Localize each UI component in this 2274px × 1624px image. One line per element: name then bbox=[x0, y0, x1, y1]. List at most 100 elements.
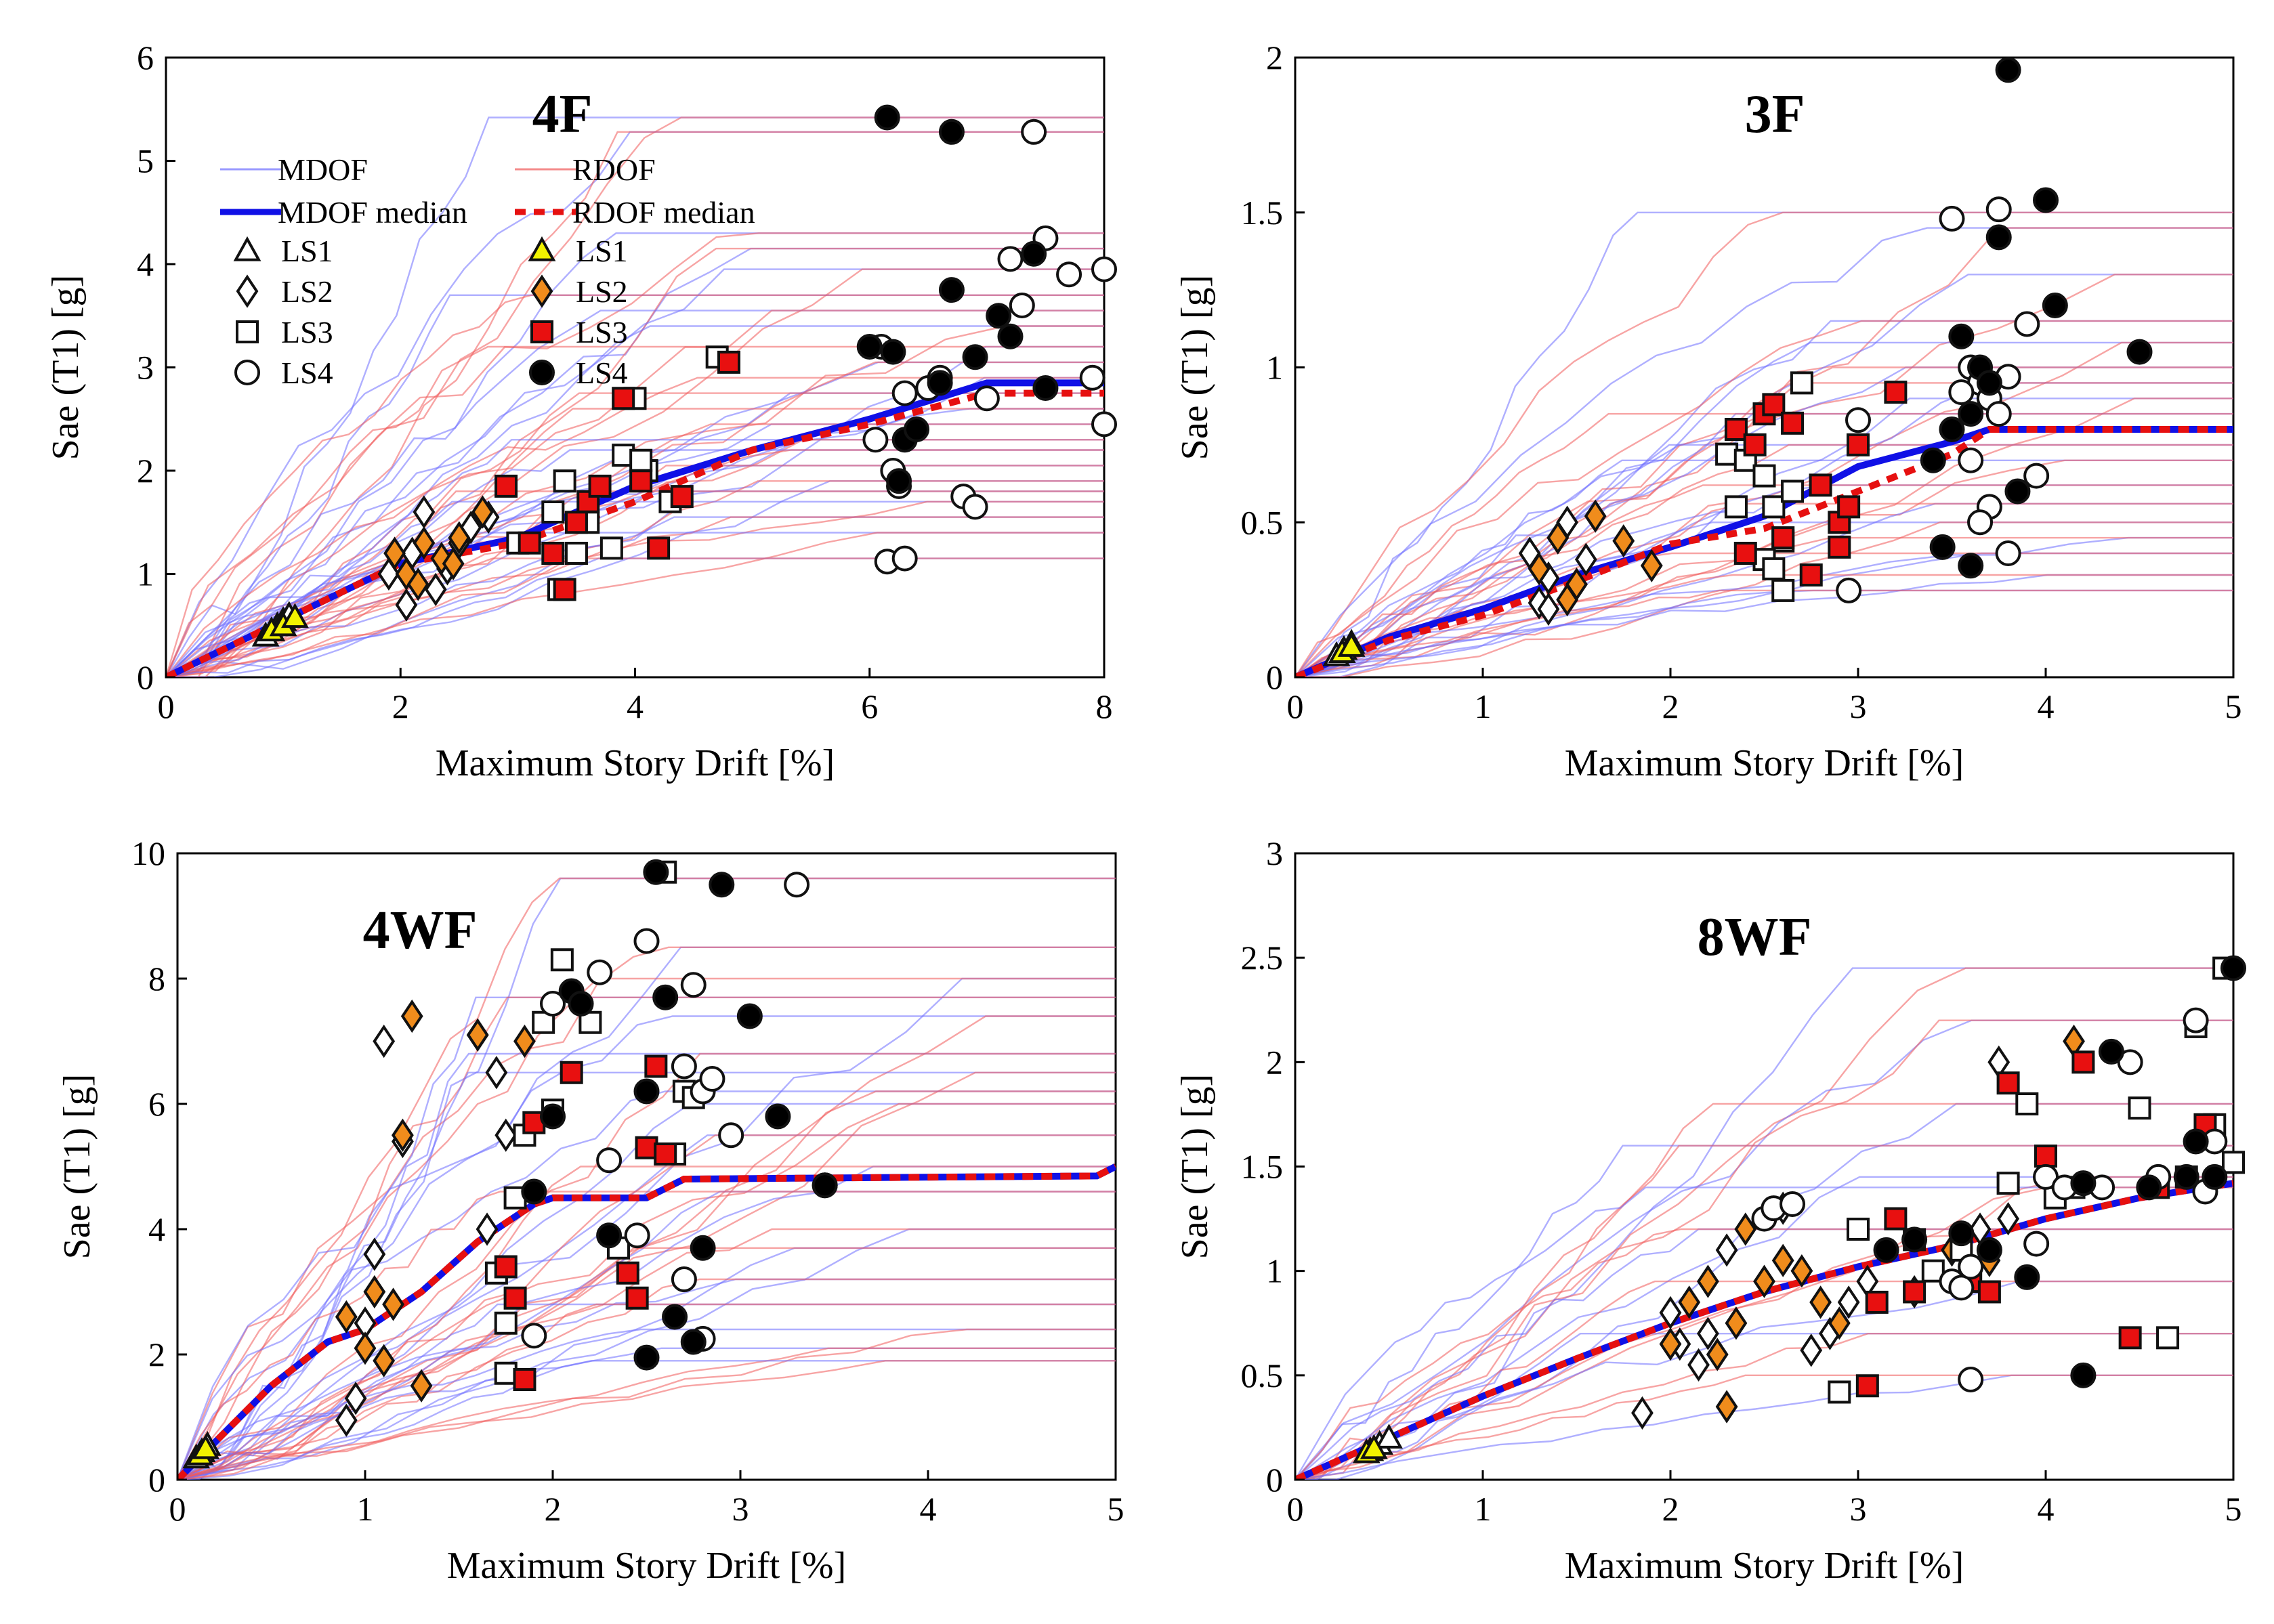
record-curve-mdof bbox=[1295, 1019, 2233, 1480]
legend-marker-rdof-ls1 bbox=[528, 236, 556, 261]
marker-rdof-ls2 bbox=[410, 1369, 433, 1403]
marker-rdof-ls4 bbox=[1948, 323, 1975, 349]
marker-rdof-ls3 bbox=[670, 485, 694, 509]
marker-rdof-ls3 bbox=[625, 1286, 649, 1310]
marker-rdof-ls1 bbox=[1360, 1434, 1388, 1459]
marker-mdof-ls3 bbox=[541, 500, 565, 523]
record-curve-mdof bbox=[166, 116, 1104, 677]
marker-rdof-ls2 bbox=[1678, 1285, 1701, 1319]
marker-rdof-ls3 bbox=[629, 469, 653, 493]
marker-mdof-ls4 bbox=[540, 991, 566, 1017]
marker-mdof-ls3 bbox=[1762, 495, 1786, 519]
marker-rdof-ls4 bbox=[812, 1172, 838, 1199]
record-curve-rdof bbox=[177, 1328, 1116, 1480]
record-curve-rdof bbox=[166, 516, 1104, 677]
marker-rdof-ls3 bbox=[503, 1286, 527, 1310]
legend-mdof-label: MDOF bbox=[278, 152, 368, 187]
marker-rdof-ls3 bbox=[644, 1054, 668, 1078]
record-curve-mdof bbox=[166, 480, 1104, 677]
marker-mdof-ls4 bbox=[1079, 364, 1106, 391]
marker-rdof-ls2 bbox=[373, 1344, 396, 1377]
x-tick-label: 5 bbox=[2225, 1490, 2242, 1528]
y-tick-label: 4 bbox=[148, 1210, 165, 1248]
legend: MDOF RDOF MDOF median RDOF median LS1 LS1 LS2 L… bbox=[220, 152, 755, 390]
marker-rdof-ls4 bbox=[690, 1235, 716, 1261]
marker-rdof-ls3 bbox=[1771, 526, 1795, 550]
marker-rdof-ls2 bbox=[1715, 1390, 1738, 1424]
x-tick-label: 1 bbox=[357, 1490, 374, 1528]
marker-rdof-ls3 bbox=[2118, 1326, 2142, 1350]
y-tick-label: 1 bbox=[1266, 1252, 1283, 1290]
marker-mdof-ls2 bbox=[1631, 1396, 1654, 1430]
rdof-median-line bbox=[1295, 1180, 2233, 1480]
marker-rdof-ls3 bbox=[1884, 381, 1908, 404]
marker-rdof-ls3 bbox=[553, 578, 576, 601]
panel-title: 4F bbox=[532, 85, 593, 144]
legend-mdof-ls3-label: LS3 bbox=[281, 315, 333, 349]
marker-rdof-ls4 bbox=[2136, 1174, 2162, 1201]
record-curve-rdof bbox=[1295, 320, 2233, 677]
marker-mdof-ls2 bbox=[1687, 1348, 1710, 1382]
record-curve-mdof bbox=[1295, 366, 2233, 677]
marker-rdof-ls4 bbox=[1032, 375, 1059, 401]
marker-mdof-ls3 bbox=[1752, 464, 1776, 488]
marker-mdof-ls2 bbox=[363, 1237, 386, 1271]
marker-rdof-ls4 bbox=[880, 339, 906, 365]
marker-rdof-ls2 bbox=[1696, 1264, 1719, 1298]
marker-rdof-ls3 bbox=[1724, 418, 1748, 441]
record-curve-mdof bbox=[177, 1278, 1116, 1480]
marker-mdof-ls3 bbox=[2015, 1092, 2039, 1115]
marker-rdof-ls4 bbox=[1958, 401, 1984, 427]
marker-rdof-ls4 bbox=[938, 277, 965, 303]
marker-rdof-ls4 bbox=[765, 1103, 791, 1130]
marker-rdof-ls2 bbox=[1612, 524, 1635, 558]
marker-mdof-ls4 bbox=[1845, 407, 1871, 433]
marker-mdof-ls3 bbox=[1762, 557, 1786, 580]
record-curve-mdof bbox=[1295, 1187, 2233, 1480]
x-tick-label: 4 bbox=[627, 687, 644, 725]
record-curve-mdof bbox=[1295, 1145, 2233, 1480]
marker-rdof-ls4 bbox=[709, 872, 735, 898]
record-curve-mdof bbox=[177, 1303, 1116, 1480]
x-tick-label: 4 bbox=[920, 1490, 937, 1528]
marker-mdof-ls4 bbox=[1021, 119, 1047, 145]
marker-rdof-ls3 bbox=[717, 350, 740, 374]
legend-rdof-ls3-label: LS3 bbox=[576, 315, 628, 349]
panel-8wf: 0 1 2 3 4 5 0 0.5 1 1.5 2 2.5 3 Maximum Story Drift [… bbox=[1174, 834, 2246, 1587]
marker-mdof-ls2 bbox=[395, 588, 418, 622]
marker-rdof-ls1 bbox=[192, 1434, 219, 1459]
marker-mdof-ls2 bbox=[1696, 1317, 1719, 1350]
panel-title: 8WF bbox=[1698, 907, 1812, 967]
marker-rdof-ls4 bbox=[2014, 1264, 2040, 1290]
marker-rdof-ls4 bbox=[662, 1304, 688, 1330]
marker-rdof-ls4 bbox=[1985, 224, 2012, 251]
marker-mdof-ls4 bbox=[1967, 509, 1994, 536]
marker-rdof-ls4 bbox=[2042, 293, 2068, 318]
y-axis-label: Sae (T1) [g] bbox=[1174, 1074, 1216, 1260]
legend-marker-rdof-ls3 bbox=[530, 320, 553, 343]
legend-mdof-ls4-label: LS4 bbox=[281, 356, 333, 390]
marker-mdof-ls3 bbox=[599, 536, 623, 560]
marker-mdof-ls3 bbox=[2156, 1326, 2180, 1350]
marker-rdof-ls3 bbox=[513, 1368, 536, 1391]
record-curve-mdof bbox=[1295, 211, 2233, 677]
marker-rdof-ls3 bbox=[1847, 433, 1870, 456]
marker-rdof-ls3 bbox=[647, 536, 671, 560]
marker-rdof-ls4 bbox=[997, 323, 1024, 349]
record-curve-rdof bbox=[1295, 589, 2233, 677]
marker-rdof-ls4 bbox=[568, 991, 594, 1017]
marker-mdof-ls2 bbox=[1800, 1333, 1823, 1367]
marker-rdof-ls4 bbox=[2220, 955, 2246, 981]
record-curve-mdof bbox=[1295, 552, 2233, 677]
y-tick-label: 5 bbox=[137, 142, 154, 180]
marker-mdof-ls4 bbox=[596, 1147, 623, 1174]
y-tick-label: 10 bbox=[131, 834, 165, 872]
marker-mdof-ls4 bbox=[2014, 311, 2040, 337]
marker-rdof-ls4 bbox=[521, 1178, 547, 1205]
marker-rdof-ls4 bbox=[540, 1103, 566, 1130]
marker-mdof-ls4 bbox=[1780, 1191, 1806, 1217]
legend-mdof-ls2-label: LS2 bbox=[281, 274, 333, 309]
limit-state-markers bbox=[182, 859, 838, 1469]
marker-mdof-ls3 bbox=[1771, 578, 1795, 602]
